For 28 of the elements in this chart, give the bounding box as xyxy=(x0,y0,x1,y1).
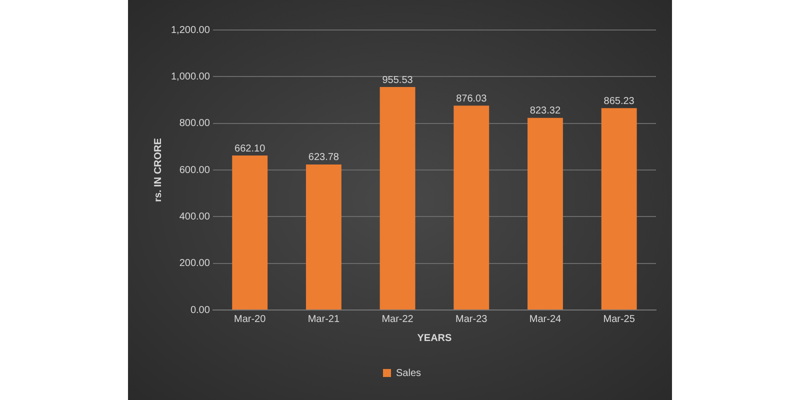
bar xyxy=(601,108,637,310)
y-tick-label: 1,200.00 xyxy=(170,24,210,36)
bar xyxy=(306,164,342,310)
x-tick-label: Mar-22 xyxy=(382,314,414,325)
data-label: 865.23 xyxy=(604,96,635,107)
x-axis-title: YEARS xyxy=(417,332,452,344)
x-tick-label: Mar-24 xyxy=(529,314,562,325)
data-label: 623.78 xyxy=(308,152,340,164)
y-axis-title: rs. IN CRORE xyxy=(152,138,164,202)
y-tick-label: 600.00 xyxy=(179,164,210,176)
y-tick-label: 1,000.00 xyxy=(170,71,210,82)
legend-label: Sales xyxy=(396,368,422,379)
bar xyxy=(454,106,490,310)
data-label: 823.32 xyxy=(530,106,561,117)
bar xyxy=(380,87,416,310)
data-label: 955.53 xyxy=(382,74,414,86)
y-tick-label: 400.00 xyxy=(179,211,210,222)
data-label: 662.10 xyxy=(234,143,266,154)
x-tick-label: Mar-25 xyxy=(603,314,636,325)
y-tick-label: 0.00 xyxy=(190,304,210,316)
x-tick-label: Mar-21 xyxy=(308,314,340,325)
bar xyxy=(232,156,268,310)
data-label: 876.03 xyxy=(456,93,488,104)
bar xyxy=(528,118,563,310)
x-tick-label: Mar-20 xyxy=(234,314,266,325)
y-tick-label: 200.00 xyxy=(179,258,210,270)
x-tick-label: Mar-23 xyxy=(456,314,488,325)
y-tick-label: 800.00 xyxy=(179,118,210,130)
